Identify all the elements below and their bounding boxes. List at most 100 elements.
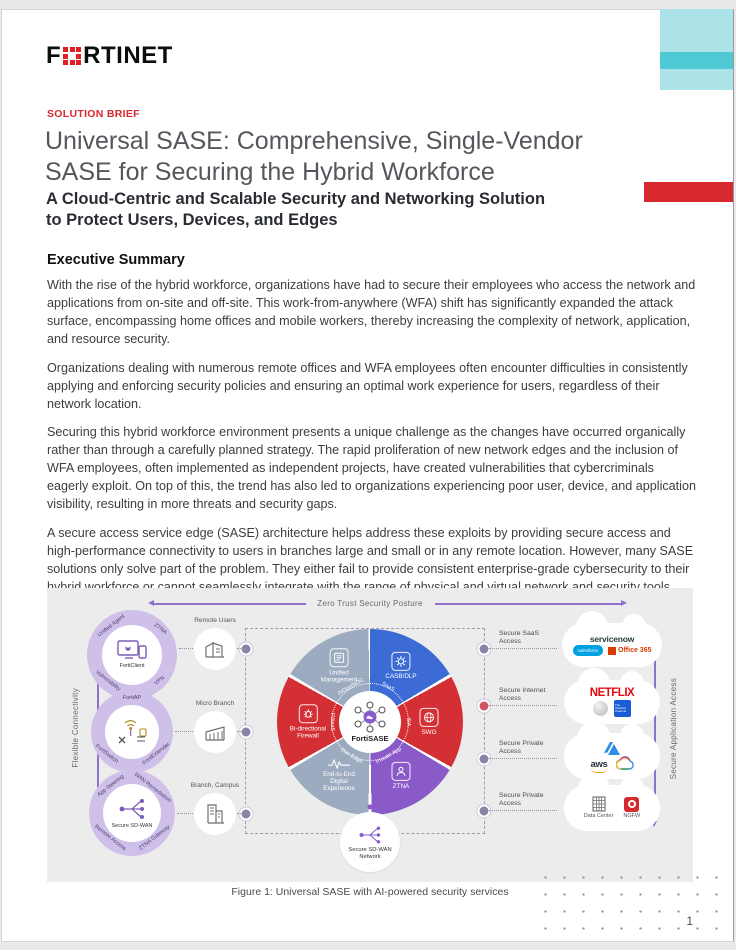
ring-label: FortiAP bbox=[122, 695, 142, 701]
dot-grid-pattern bbox=[532, 865, 730, 939]
office-icon bbox=[608, 646, 617, 655]
segment-ztna: ZTNA bbox=[391, 761, 411, 790]
figure-1-canvas: Zero Trust Security Posture Flexible Con… bbox=[47, 588, 693, 882]
building-icon bbox=[207, 804, 224, 824]
dotted-connector bbox=[237, 813, 245, 814]
weather-channel-logo: The Weather Channel bbox=[614, 700, 631, 717]
zero-trust-label: Zero Trust Security Posture bbox=[317, 599, 423, 608]
bug-icon bbox=[298, 704, 318, 724]
fortisase-center: FortiSASE bbox=[339, 691, 401, 753]
fortinet-logo-f: F bbox=[46, 42, 62, 69]
fortigate-ngfw-icon bbox=[624, 796, 640, 812]
wheel-dotted-ring bbox=[331, 683, 409, 761]
internet-cloud: NETFLIX The Weather Channel bbox=[564, 668, 660, 724]
wireless-edge-circle: FortiAP FortiSwitch FortiExtender bbox=[91, 691, 173, 773]
dotted-connector bbox=[489, 648, 557, 649]
site-label: Remote Users bbox=[194, 617, 236, 624]
page-title: Universal SASE: Comprehensive, Single-Ve… bbox=[45, 126, 583, 187]
data-center-icon bbox=[592, 796, 606, 813]
arrow-left-icon bbox=[148, 600, 154, 606]
title-line-1: Universal SASE: Comprehensive, Single-Ve… bbox=[45, 127, 583, 155]
remote-users-site bbox=[194, 628, 236, 670]
secure-sdwan-label: Secure SD-WAN bbox=[111, 823, 153, 830]
connector-node bbox=[477, 642, 491, 656]
connector-node bbox=[477, 752, 491, 766]
fortisase-service-wheel: CASB/DLP SWG ZTNA End-to-End Digital Exp… bbox=[277, 629, 463, 815]
flexible-connectivity-label: Flexible Connectivity bbox=[71, 688, 80, 768]
connector-node bbox=[239, 642, 253, 656]
segment-unified-management: Unified Management bbox=[321, 648, 357, 684]
page-subtitle: A Cloud-Centric and Scalable Security an… bbox=[46, 189, 545, 232]
access-label: Secure SaaS Access bbox=[499, 630, 540, 646]
connector-node bbox=[477, 804, 491, 818]
aws-logo: aws bbox=[590, 759, 608, 773]
data-center-label: Data Center bbox=[583, 813, 614, 820]
forticlient-edge-circle: Unified Agent ZTNA Vulnerability VPN For… bbox=[87, 610, 177, 700]
office365-logo: Office 365 bbox=[608, 646, 651, 655]
segment-swg: SWG bbox=[419, 707, 439, 736]
solution-brief-kicker: SOLUTION BRIEF bbox=[47, 108, 140, 120]
teal-corner-stripe bbox=[660, 52, 733, 69]
access-label: Secure Internet Access bbox=[499, 687, 546, 703]
dotted-connector bbox=[175, 731, 193, 732]
connector-dot bbox=[367, 804, 373, 810]
secure-sdwan-network-node: Secure SD-WAN Network bbox=[340, 812, 400, 872]
fortinet-logo-grid-icon bbox=[63, 47, 82, 65]
private-cloud-iaas: aws bbox=[564, 721, 660, 779]
dotted-connector bbox=[489, 810, 557, 811]
netflix-logo: NETFLIX bbox=[589, 687, 635, 699]
segment-dem: End-to-End Digital Experience bbox=[323, 759, 355, 793]
pulse-icon bbox=[327, 759, 350, 770]
teal-corner-block bbox=[660, 9, 733, 90]
paragraph-1: With the rise of the hybrid workforce, o… bbox=[47, 278, 696, 347]
wikipedia-globe-icon bbox=[593, 701, 608, 716]
wifi-extender-switch-icon bbox=[118, 720, 147, 744]
secure-sdwan-network-label: Secure SD-WAN Network bbox=[348, 846, 392, 860]
subtitle-line-2: to Protect Users, Devices, and Edges bbox=[46, 211, 338, 230]
dotted-connector bbox=[237, 731, 245, 732]
paragraph-2: Organizations dealing with numerous remo… bbox=[47, 360, 688, 411]
secure-application-access-label: Secure Application Access bbox=[669, 678, 678, 780]
connector-node-red bbox=[477, 699, 491, 713]
user-check-icon bbox=[391, 761, 411, 781]
figure-caption: Figure 1: Universal SASE with AI-powered… bbox=[231, 886, 509, 898]
right-axis-arrow bbox=[654, 643, 656, 821]
building-icon bbox=[205, 726, 225, 741]
paragraph-3: Securing this hybrid workforce environme… bbox=[47, 424, 696, 512]
secure-sdwan-edge-circle: App Steering WAN Remediation Remote Acce… bbox=[89, 770, 175, 856]
dotted-connector bbox=[177, 813, 193, 814]
ring-label-fwaas: FWaaS bbox=[329, 712, 335, 732]
dotted-connector bbox=[489, 758, 557, 759]
dotted-connector bbox=[489, 705, 557, 706]
google-cloud-logo-icon bbox=[615, 756, 634, 770]
casb-gear-icon bbox=[391, 651, 411, 671]
datacenter-cloud: Data Center NGFW bbox=[564, 773, 660, 831]
micro-branch-site bbox=[194, 711, 236, 753]
management-console-icon bbox=[329, 648, 349, 668]
access-label: Secure Private Access bbox=[499, 740, 544, 756]
zero-trust-arrow-left-line bbox=[154, 603, 306, 605]
title-line-2: SASE for Securing the Hybrid Workforce bbox=[45, 157, 495, 186]
connector-node bbox=[239, 807, 253, 821]
endpoint-devices-icon bbox=[117, 640, 147, 660]
forticlient-label: FortiClient bbox=[119, 663, 145, 670]
building-icon bbox=[205, 641, 224, 658]
salesforce-logo: salesforce bbox=[572, 645, 604, 656]
dotted-connector bbox=[237, 648, 245, 649]
arrow-down-icon bbox=[651, 821, 657, 827]
sdwan-branch-icon bbox=[359, 826, 381, 844]
document-page: F RTINET SOLUTION BRIEF Universal SASE: … bbox=[1, 9, 734, 942]
azure-logo-icon bbox=[604, 742, 620, 755]
fortinet-logo-rest: RTINET bbox=[83, 42, 173, 69]
page-number: 1 bbox=[686, 914, 693, 928]
subtitle-line-1: A Cloud-Centric and Scalable Security an… bbox=[46, 190, 546, 208]
ngfw-label: NGFW bbox=[623, 812, 641, 819]
segment-bidirectional-firewall: Bi-directional Firewall bbox=[290, 704, 326, 740]
fortisase-hexnet-icon bbox=[354, 701, 386, 733]
saas-cloud: servicenow salesforce Office 365 bbox=[562, 611, 662, 667]
connector-node bbox=[239, 725, 253, 739]
access-label: Secure Private Access bbox=[499, 792, 544, 808]
site-label: Branch, Campus bbox=[190, 782, 240, 789]
zero-trust-arrow-right-line bbox=[435, 603, 621, 605]
site-label: Micro Branch bbox=[195, 700, 235, 707]
